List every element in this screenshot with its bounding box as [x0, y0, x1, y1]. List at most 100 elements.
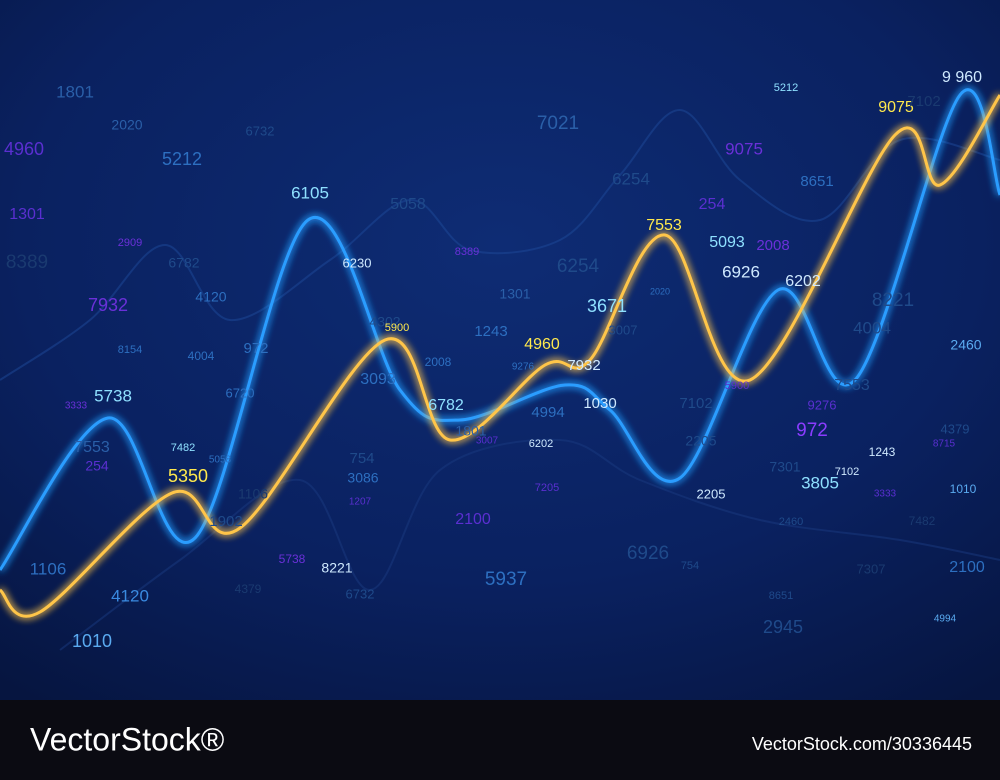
number-label: 8389: [455, 246, 479, 258]
number-label: 7553: [834, 377, 870, 394]
number-label: 5738: [279, 552, 306, 566]
number-label: 6782: [428, 397, 464, 414]
number-label: 7307: [857, 561, 886, 576]
number-label: 5937: [485, 569, 527, 590]
number-label: 3093: [360, 371, 396, 388]
number-label: 6254: [612, 169, 650, 188]
number-label: 5058: [390, 196, 426, 213]
number-label: 1243: [869, 445, 896, 459]
background: [0, 0, 1000, 700]
number-label: 5900: [385, 322, 409, 334]
number-label: 8389: [6, 252, 48, 273]
number-label: 4120: [111, 586, 149, 605]
number-label: 2100: [949, 559, 985, 576]
number-label: 6926: [722, 262, 760, 281]
number-label: 2020: [111, 117, 142, 133]
curves: [0, 88, 1000, 651]
number-label: 7482: [171, 442, 195, 454]
number-label: 7102: [907, 93, 940, 110]
number-label: 6202: [529, 438, 553, 450]
number-label: 1010: [72, 631, 112, 651]
labels: 1801 2020 4960 5212 6732 1301 2909 6782 8389 7932…: [4, 69, 985, 651]
number-label: 1301: [9, 206, 45, 223]
number-label: 2460: [779, 516, 803, 528]
number-label: 4994: [531, 404, 564, 421]
number-label: 5738: [94, 386, 132, 405]
number-label: 3086: [347, 470, 378, 486]
number-label: 6105: [291, 183, 329, 202]
number-label: 4379: [235, 582, 262, 596]
number-label: 7021: [537, 113, 579, 134]
number-label: 1801: [455, 423, 486, 439]
number-label: 5212: [162, 149, 202, 169]
number-label: 2945: [763, 617, 803, 637]
number-label: 8651: [800, 173, 833, 190]
number-label: 6732: [246, 123, 275, 138]
number-label: 6254: [557, 256, 600, 277]
number-label: 2460: [950, 337, 981, 353]
number-label: 9 960: [942, 69, 982, 86]
number-label: 9075: [878, 99, 914, 116]
number-label: 1301: [499, 286, 530, 302]
number-label: 4994: [934, 614, 957, 625]
number-label: 7102: [679, 395, 712, 412]
number-label: 2205: [697, 486, 726, 501]
number-label: 9075: [725, 139, 763, 158]
number-label: 254: [699, 196, 726, 213]
footer-bar: [0, 700, 1000, 780]
number-label: 8221: [872, 290, 914, 311]
number-label: 4379: [941, 421, 970, 436]
number-label: 2020: [650, 286, 670, 296]
number-label: 8715: [933, 439, 956, 450]
number-label: 1207: [349, 497, 372, 508]
number-label: 6732: [346, 586, 375, 601]
number-label: 1106: [238, 486, 268, 502]
number-label: 7301: [769, 459, 800, 475]
number-label: 4004: [853, 318, 891, 337]
number-label: 972: [243, 340, 268, 357]
yellow-curve: [0, 94, 1000, 618]
number-label: 5350: [168, 466, 208, 486]
number-label: 2008: [756, 237, 789, 254]
number-label: 754: [349, 450, 374, 467]
blue-curve: [0, 88, 1000, 571]
number-label: 1243: [474, 323, 507, 340]
number-label: 7932: [88, 295, 128, 315]
number-label: 6720: [226, 385, 255, 400]
number-label: 5058: [209, 455, 232, 466]
number-label: 9276: [512, 362, 535, 373]
number-label: 5900: [725, 380, 749, 392]
number-label: 2909: [118, 237, 142, 249]
number-label: 6230: [343, 255, 372, 270]
number-label: 3333: [65, 401, 88, 412]
number-label: 8651: [769, 590, 793, 602]
faint-curve: [0, 108, 1000, 381]
number-label: 3007: [609, 322, 638, 337]
number-label: 2205: [685, 433, 716, 449]
number-label: 7553: [74, 439, 110, 456]
number-label: 1106: [30, 559, 67, 578]
number-label: 4004: [188, 349, 215, 363]
number-label: 8221: [321, 560, 352, 576]
number-label: 3333: [874, 489, 897, 500]
number-label: 7482: [909, 514, 936, 528]
footer-url: VectorStock.com/30336445: [752, 734, 972, 754]
number-label: 7102: [835, 466, 859, 478]
footer-brand: VectorStock®: [30, 721, 225, 757]
number-label: 5093: [709, 234, 745, 251]
number-label: 7205: [535, 482, 559, 494]
number-label: 5212: [774, 82, 798, 94]
number-label: 254: [85, 458, 109, 474]
number-label: 6926: [627, 543, 669, 564]
number-label: 3805: [801, 473, 839, 492]
number-label: 1030: [583, 395, 616, 412]
number-label: 972: [796, 420, 828, 441]
number-label: 4120: [195, 289, 226, 305]
number-label: 4960: [4, 139, 44, 159]
number-label: 1801: [56, 82, 94, 101]
number-label: 3671: [587, 296, 627, 316]
number-label: 3007: [476, 436, 499, 447]
number-label: 4302: [369, 314, 400, 330]
faint-curve: [59, 438, 1000, 651]
